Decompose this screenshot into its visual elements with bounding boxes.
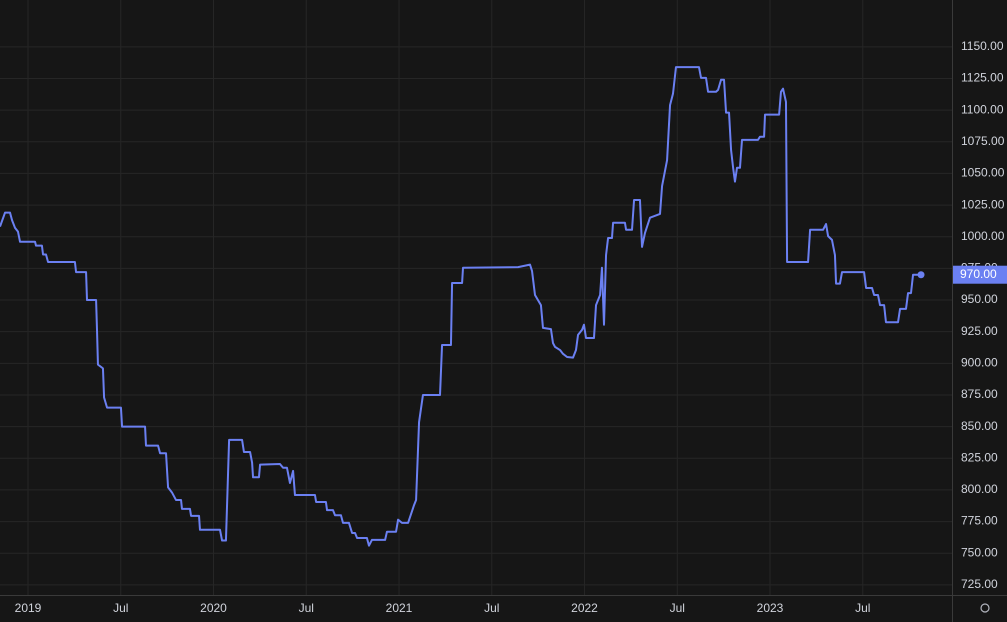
y-tick-label: 925.00 — [961, 324, 998, 338]
y-tick-label: 950.00 — [961, 292, 998, 306]
last-price-box — [953, 265, 1007, 284]
gear[interactable] — [980, 603, 990, 613]
y-tick-label: 800.00 — [961, 482, 998, 496]
y-tick-label: 1000.00 — [961, 229, 1005, 243]
x-tick-label: Jul — [113, 601, 128, 615]
y-tick-label: 900.00 — [961, 356, 998, 370]
y-tick-label: 1100.00 — [961, 102, 1004, 116]
settings-icon[interactable] — [980, 603, 990, 613]
x-tick-label: 2020 — [200, 601, 227, 615]
y-tick-label: 750.00 — [961, 545, 998, 559]
x-tick-label: Jul — [299, 601, 314, 615]
line — [0, 66, 922, 547]
last-point — [917, 271, 925, 279]
plot — [0, 66, 925, 547]
y-tick-label: 1050.00 — [961, 166, 1005, 180]
last-price-label: 970.00 — [960, 267, 997, 281]
x-tick-label: 2021 — [386, 601, 413, 615]
axes: 725.00 750.00 775.00 800.00 825.00 850.00 875.… — [15, 39, 1007, 615]
y-tick-label: 725.00 — [961, 577, 998, 591]
y-tick-label: 775.00 — [961, 514, 998, 528]
y-tick-label: 875.00 — [961, 387, 998, 401]
x-tick-label: 2022 — [571, 601, 598, 615]
y-tick-label: 1125.00 — [961, 71, 1004, 85]
x-tick-label: Jul — [484, 601, 499, 615]
y-tick-label: 850.00 — [961, 419, 998, 433]
y-tick-label: 825.00 — [961, 450, 998, 464]
x-tick-label: 2023 — [757, 601, 784, 615]
grid — [0, 0, 952, 595]
y-tick-label: 1025.00 — [961, 197, 1005, 211]
y-tick-label: 1150.00 — [961, 39, 1004, 53]
x-tick-label: 2019 — [15, 601, 42, 615]
x-tick-label: Jul — [855, 601, 870, 615]
y-tick-label: 1075.00 — [961, 134, 1005, 148]
x-tick-label: Jul — [670, 601, 685, 615]
